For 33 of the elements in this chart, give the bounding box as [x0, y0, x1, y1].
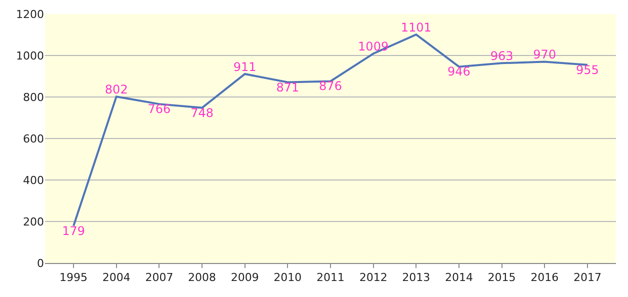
y-tick-label: 800 — [23, 90, 44, 104]
data-label: 802 — [104, 82, 128, 97]
data-label: 871 — [276, 80, 300, 94]
x-tick-label: 2010 — [274, 271, 302, 284]
data-label: 970 — [533, 48, 556, 62]
x-tick-label: 2008 — [188, 271, 216, 284]
data-label: 946 — [448, 64, 470, 79]
data-label: 911 — [233, 60, 256, 74]
x-tick-label: 2011 — [316, 271, 344, 284]
x-tick-label: 2007 — [145, 271, 174, 284]
y-tick-label: 0 — [37, 256, 44, 270]
x-tick-label: 2015 — [488, 271, 516, 284]
x-tick-label: 2012 — [359, 271, 388, 284]
x-tick-label: 2017 — [573, 271, 602, 284]
y-tick-label: 1200 — [16, 8, 44, 21]
x-tick-label: 1995 — [60, 271, 88, 284]
data-label: 179 — [62, 224, 86, 238]
y-tick-label: 200 — [23, 215, 44, 228]
x-tick-label: 2013 — [402, 271, 430, 284]
data-label: 1009 — [358, 40, 389, 54]
y-tick-label: 600 — [23, 132, 44, 146]
data-label: 963 — [490, 49, 514, 64]
x-tick-label: 2016 — [530, 271, 559, 284]
y-tick-label: 1000 — [16, 49, 44, 62]
x-tick-label: 2009 — [230, 271, 259, 284]
data-label: 955 — [576, 62, 599, 77]
data-label: 1101 — [400, 20, 432, 35]
data-label: 748 — [190, 106, 214, 120]
data-label: 766 — [148, 102, 171, 116]
y-tick-label: 400 — [23, 174, 44, 187]
data-label: 876 — [319, 79, 342, 94]
x-tick-label: 2004 — [102, 271, 130, 284]
x-tick-label: 2014 — [444, 271, 473, 284]
